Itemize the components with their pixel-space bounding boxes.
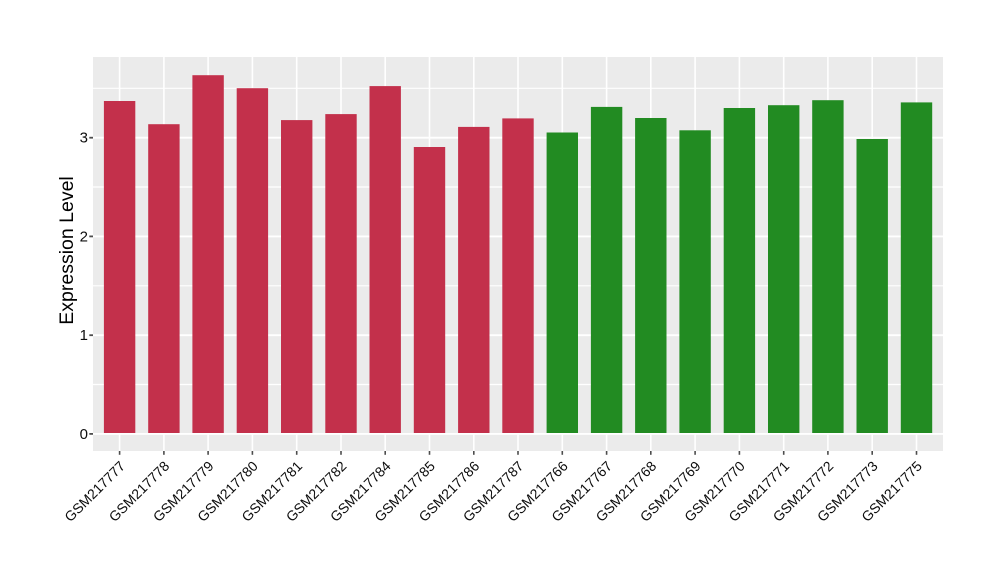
svg-text:Expression Level: Expression Level xyxy=(56,176,78,325)
svg-text:0: 0 xyxy=(80,426,88,443)
svg-text:2: 2 xyxy=(80,228,88,245)
svg-text:3: 3 xyxy=(80,130,88,147)
svg-text:1: 1 xyxy=(80,327,88,344)
